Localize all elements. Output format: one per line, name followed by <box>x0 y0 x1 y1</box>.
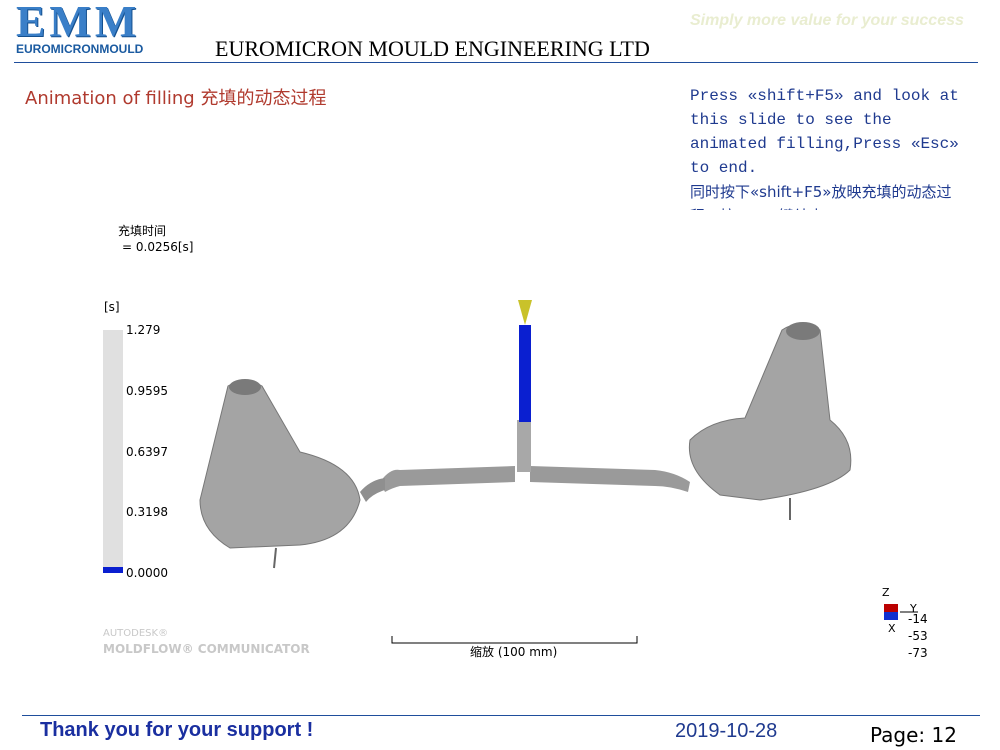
axis-label: Y <box>910 602 917 615</box>
slogan: Simply more value for your success <box>690 12 964 29</box>
company-name: EUROMICRON MOULD ENGINEERING LTD <box>215 36 650 61</box>
cavity <box>199 380 361 549</box>
color-scale-fill <box>103 567 123 573</box>
fill-time-label: 充填时间 <box>118 224 167 238</box>
nozzle <box>518 300 532 325</box>
watermark: AUTODESK® <box>103 628 169 639</box>
sprue <box>517 420 531 472</box>
logo-sub: EUROMICRONMOULD <box>16 42 144 56</box>
color-scale <box>103 330 123 568</box>
fill-time-value: = 0.0256[s] <box>122 240 194 254</box>
header-rule <box>14 62 978 63</box>
scale-label: 0.9595 <box>126 384 168 398</box>
scale-label: 0.0000 <box>126 566 168 580</box>
sprue-filled <box>519 325 531 422</box>
cavity <box>688 323 852 501</box>
scale-label: 0.3198 <box>126 505 168 519</box>
watermark: MOLDFLOW® COMMUNICATOR <box>103 642 310 656</box>
rotation-value: -53 <box>908 629 928 643</box>
cavity-top <box>786 322 820 340</box>
runner <box>380 466 515 492</box>
runner <box>530 466 690 492</box>
logo: EMM <box>16 0 200 44</box>
runner <box>360 478 385 502</box>
footer-rule <box>22 715 980 716</box>
rotation-value: -73 <box>908 646 928 660</box>
axis-label: X <box>888 622 896 635</box>
instruction-note: Press «shift+F5» and look at this slide … <box>690 84 975 210</box>
axis-triad <box>884 604 898 612</box>
scale-unit: [s] <box>104 300 120 314</box>
rotation-value: -14 <box>908 612 928 626</box>
scale-label: 0.6397 <box>126 445 168 459</box>
note-chinese: 同时按下«shift+F5»放映充填的动态过程，按«Esc»键结束 <box>690 183 952 210</box>
note-english: Press «shift+F5» and look at this slide … <box>690 87 959 177</box>
axis-triad <box>884 612 898 620</box>
slide-title: Animation of filling 充填的动态过程 <box>25 88 327 109</box>
cavity-top <box>229 379 261 395</box>
scale-label: 1.279 <box>126 323 161 337</box>
axis-label: Z <box>882 586 890 599</box>
scale-bar-label: 缩放 (100 mm) <box>470 645 558 659</box>
footer-date: 2019-10-28 <box>675 720 778 742</box>
scale-bar <box>391 636 638 644</box>
footer-message: Thank you for your support ! <box>40 719 314 741</box>
page-number: Page: 12 <box>870 723 957 747</box>
pin <box>273 547 277 569</box>
